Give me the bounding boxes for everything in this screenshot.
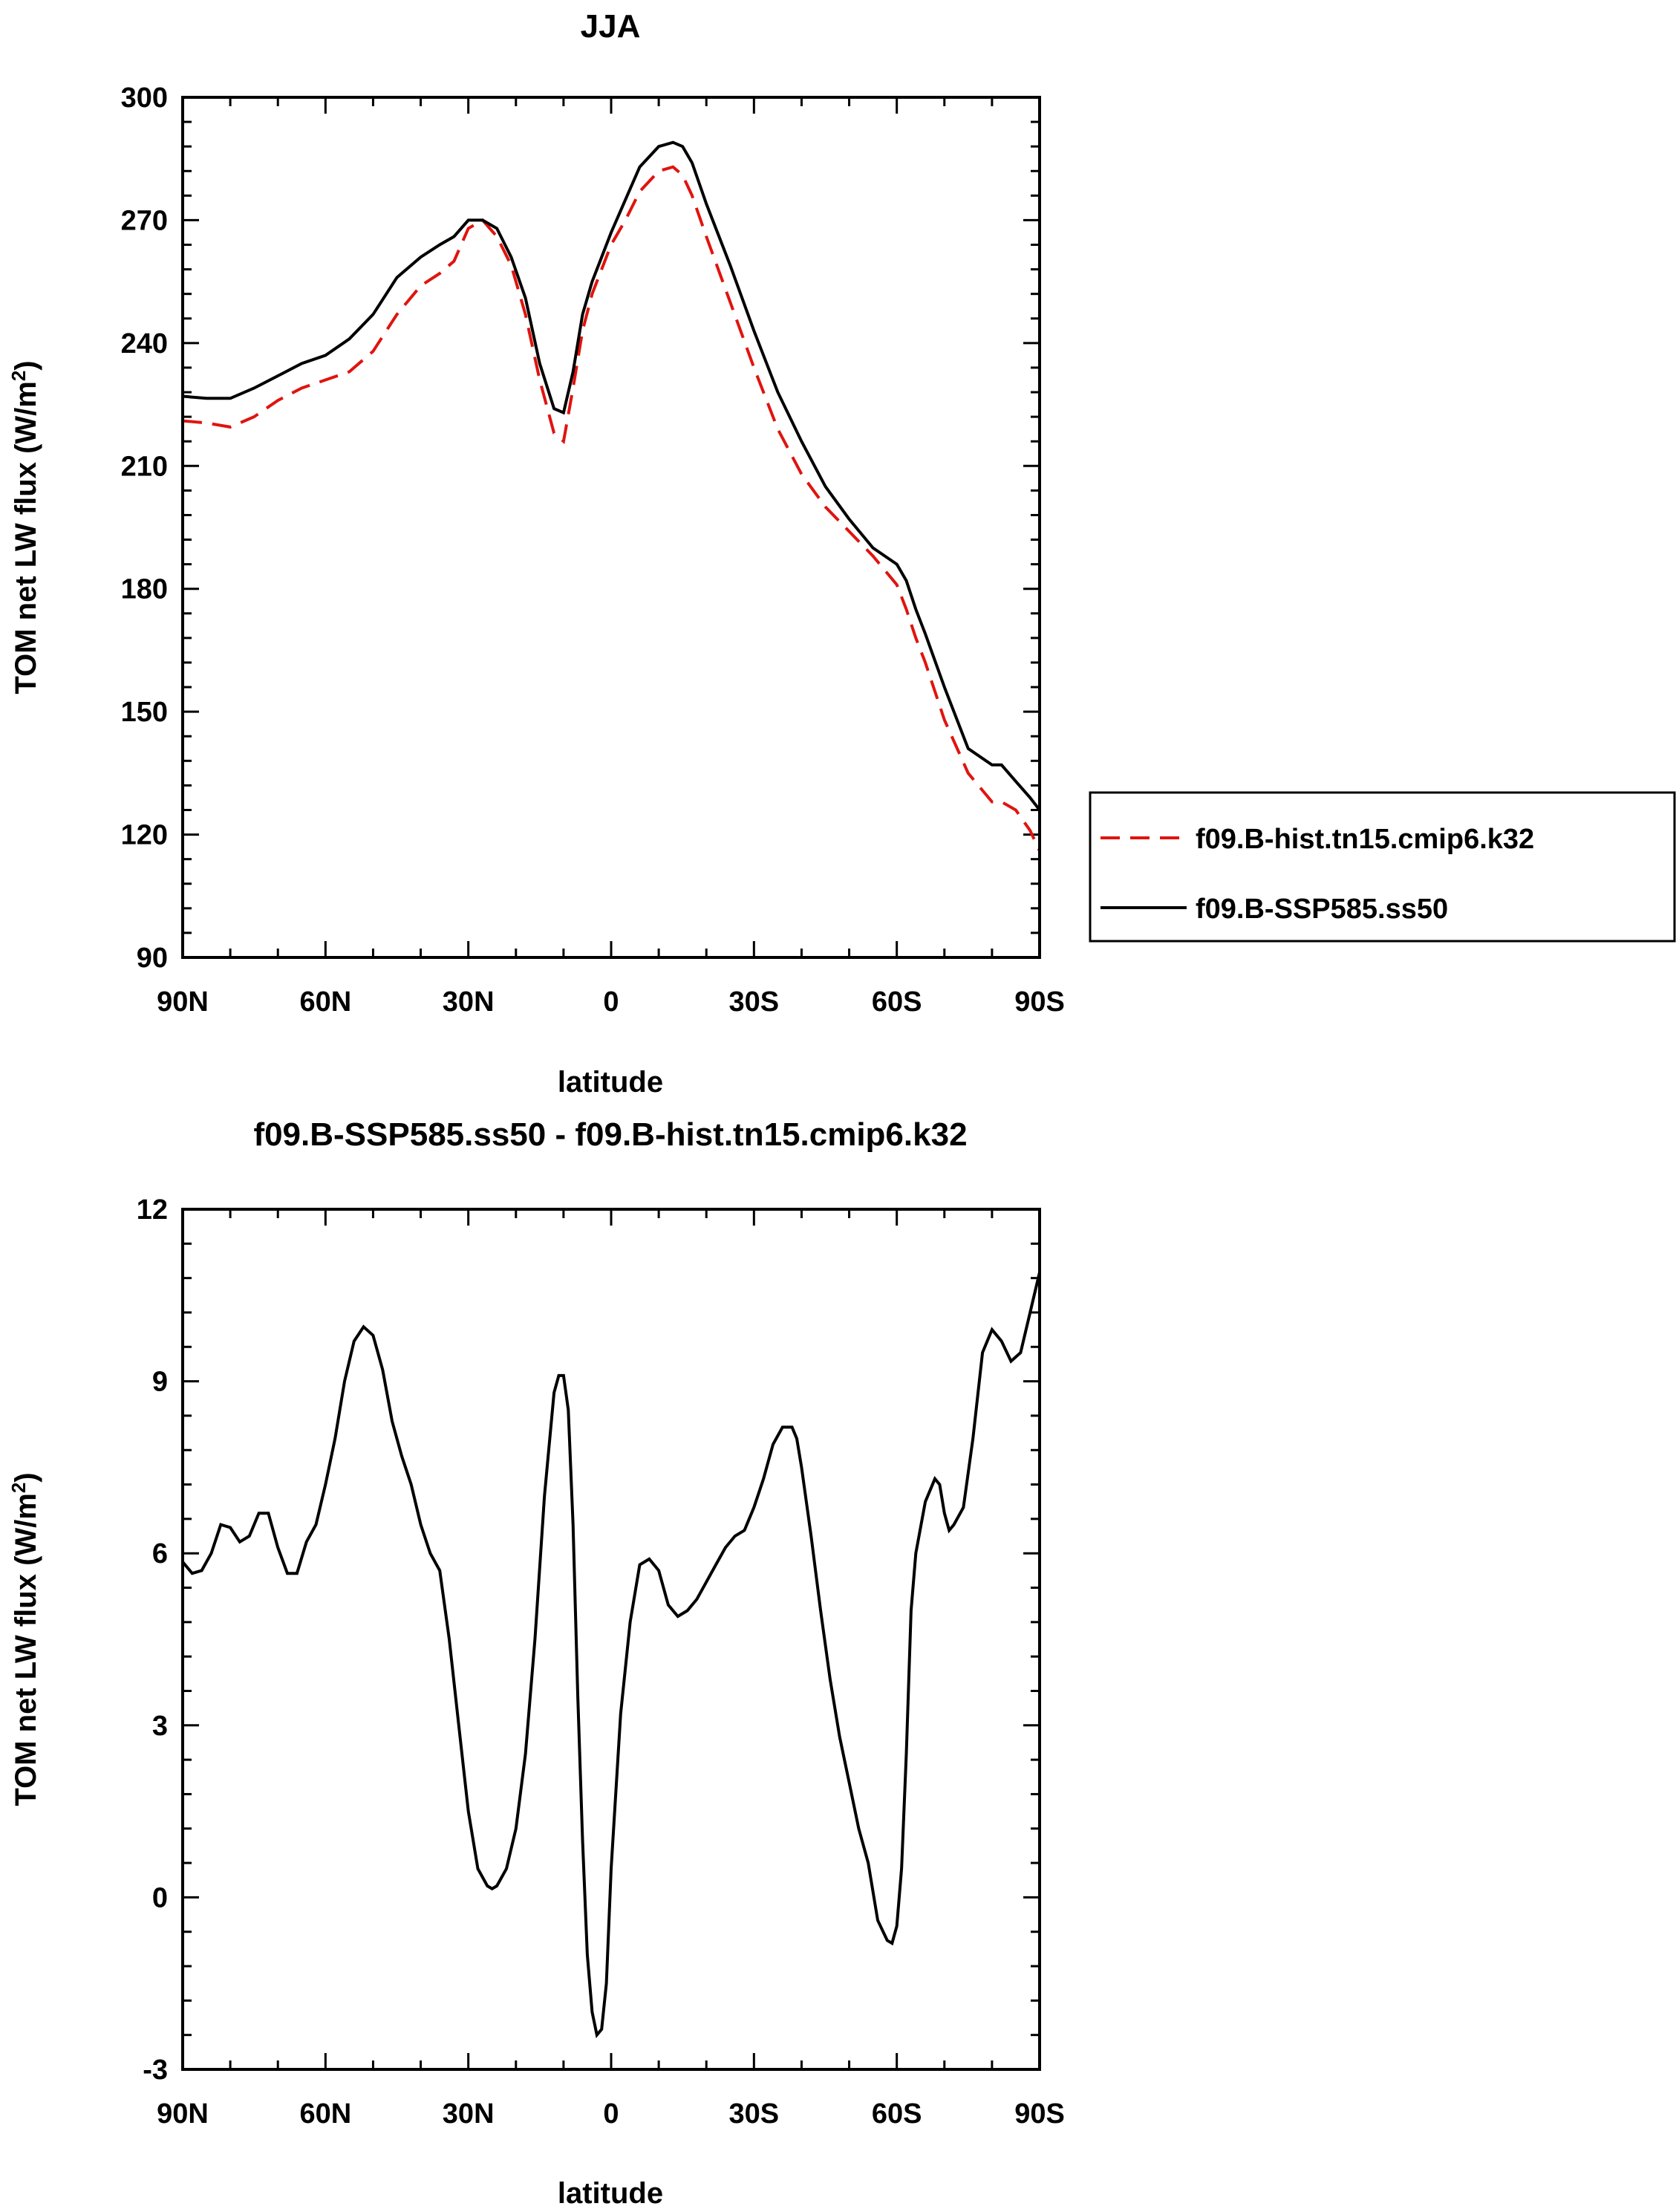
bottom-plot-frame xyxy=(181,1208,1041,2071)
top-y-axis-label-main: TOM net LW flux (W/m xyxy=(10,381,42,694)
y-tick-label: 6 xyxy=(152,1538,168,1569)
x-tick-label: 90S xyxy=(1014,986,1065,1018)
top-x-tick-labels: 90N 60N 30N 0 30S 60S 90S xyxy=(157,986,1065,1018)
y-tick-label: 210 xyxy=(121,451,168,482)
x-tick-label: 90N xyxy=(157,2098,209,2130)
series-line-ssp585 xyxy=(182,140,1041,811)
top-panel: JJA 90N 60N 30N 0 30S 60S 90S 90 120 150 180 210 24… xyxy=(7,8,1676,1099)
legend-label-hist: f09.B-hist.tn15.cmip6.k32 xyxy=(1196,824,1534,855)
x-tick-label: 60N xyxy=(299,986,351,1018)
bottom-y-axis-label-main: TOM net LW flux (W/m xyxy=(10,1493,42,1806)
y-tick-label: 0 xyxy=(152,1882,168,1913)
x-tick-label: 60S xyxy=(872,986,922,1018)
x-tick-label: 30S xyxy=(729,986,780,1018)
y-tick-label: 9 xyxy=(152,1367,168,1398)
x-tick-label: 0 xyxy=(603,986,619,1018)
y-tick-label: 12 xyxy=(137,1194,168,1226)
y-tick-label: 180 xyxy=(121,574,168,605)
top-y-axis-label-end: ) xyxy=(10,360,42,370)
legend-label-ssp585: f09.B-SSP585.ss50 xyxy=(1196,894,1448,925)
y-tick-label: 270 xyxy=(121,205,168,236)
y-tick-label: -3 xyxy=(143,2055,168,2086)
legend: f09.B-hist.tn15.cmip6.k32 f09.B-SSP585.s… xyxy=(1089,791,1676,943)
top-y-axis-label-sup: 2 xyxy=(7,371,30,381)
x-tick-label: 90S xyxy=(1014,2098,1065,2130)
series-line-hist xyxy=(182,165,1041,852)
bottom-x-axis-label: latitude xyxy=(558,2177,663,2210)
top-title: JJA xyxy=(581,8,641,45)
x-tick-label: 60S xyxy=(872,2098,922,2130)
legend-box xyxy=(1089,791,1676,943)
y-tick-label: 300 xyxy=(121,82,168,114)
bottom-y-axis-label: TOM net LW flux (W/m2) xyxy=(7,1472,42,1806)
top-y-tick-labels: 90 120 150 180 210 240 270 300 xyxy=(121,82,168,974)
top-plot-frame xyxy=(181,96,1041,959)
x-tick-label: 90N xyxy=(157,986,209,1018)
top-y-axis-label: TOM net LW flux (W/m2) xyxy=(7,360,42,694)
y-tick-label: 120 xyxy=(121,820,168,851)
bottom-y-axis-label-end: ) xyxy=(10,1472,42,1482)
bottom-x-tick-labels: 90N 60N 30N 0 30S 60S 90S xyxy=(157,2098,1065,2130)
bottom-title: f09.B-SSP585.ss50 - f09.B-hist.tn15.cmip… xyxy=(253,1116,967,1153)
x-tick-label: 0 xyxy=(603,2098,619,2130)
y-tick-label: 90 xyxy=(137,943,168,974)
x-tick-label: 30N xyxy=(443,2098,495,2130)
bottom-panel: f09.B-SSP585.ss50 - f09.B-hist.tn15.cmip… xyxy=(7,1116,1065,2210)
bottom-y-tick-labels: -3 0 3 6 9 12 xyxy=(137,1194,168,2086)
series-line-difference xyxy=(181,1272,1041,2039)
y-tick-label: 3 xyxy=(152,1711,168,1742)
bottom-y-axis-label-sup: 2 xyxy=(7,1483,30,1493)
y-tick-label: 150 xyxy=(121,697,168,728)
x-tick-label: 60N xyxy=(299,2098,351,2130)
top-axes xyxy=(181,96,1041,959)
x-tick-label: 30S xyxy=(729,2098,780,2130)
top-x-axis-label: latitude xyxy=(558,1066,663,1099)
y-tick-label: 240 xyxy=(121,328,168,360)
x-tick-label: 30N xyxy=(443,986,495,1018)
